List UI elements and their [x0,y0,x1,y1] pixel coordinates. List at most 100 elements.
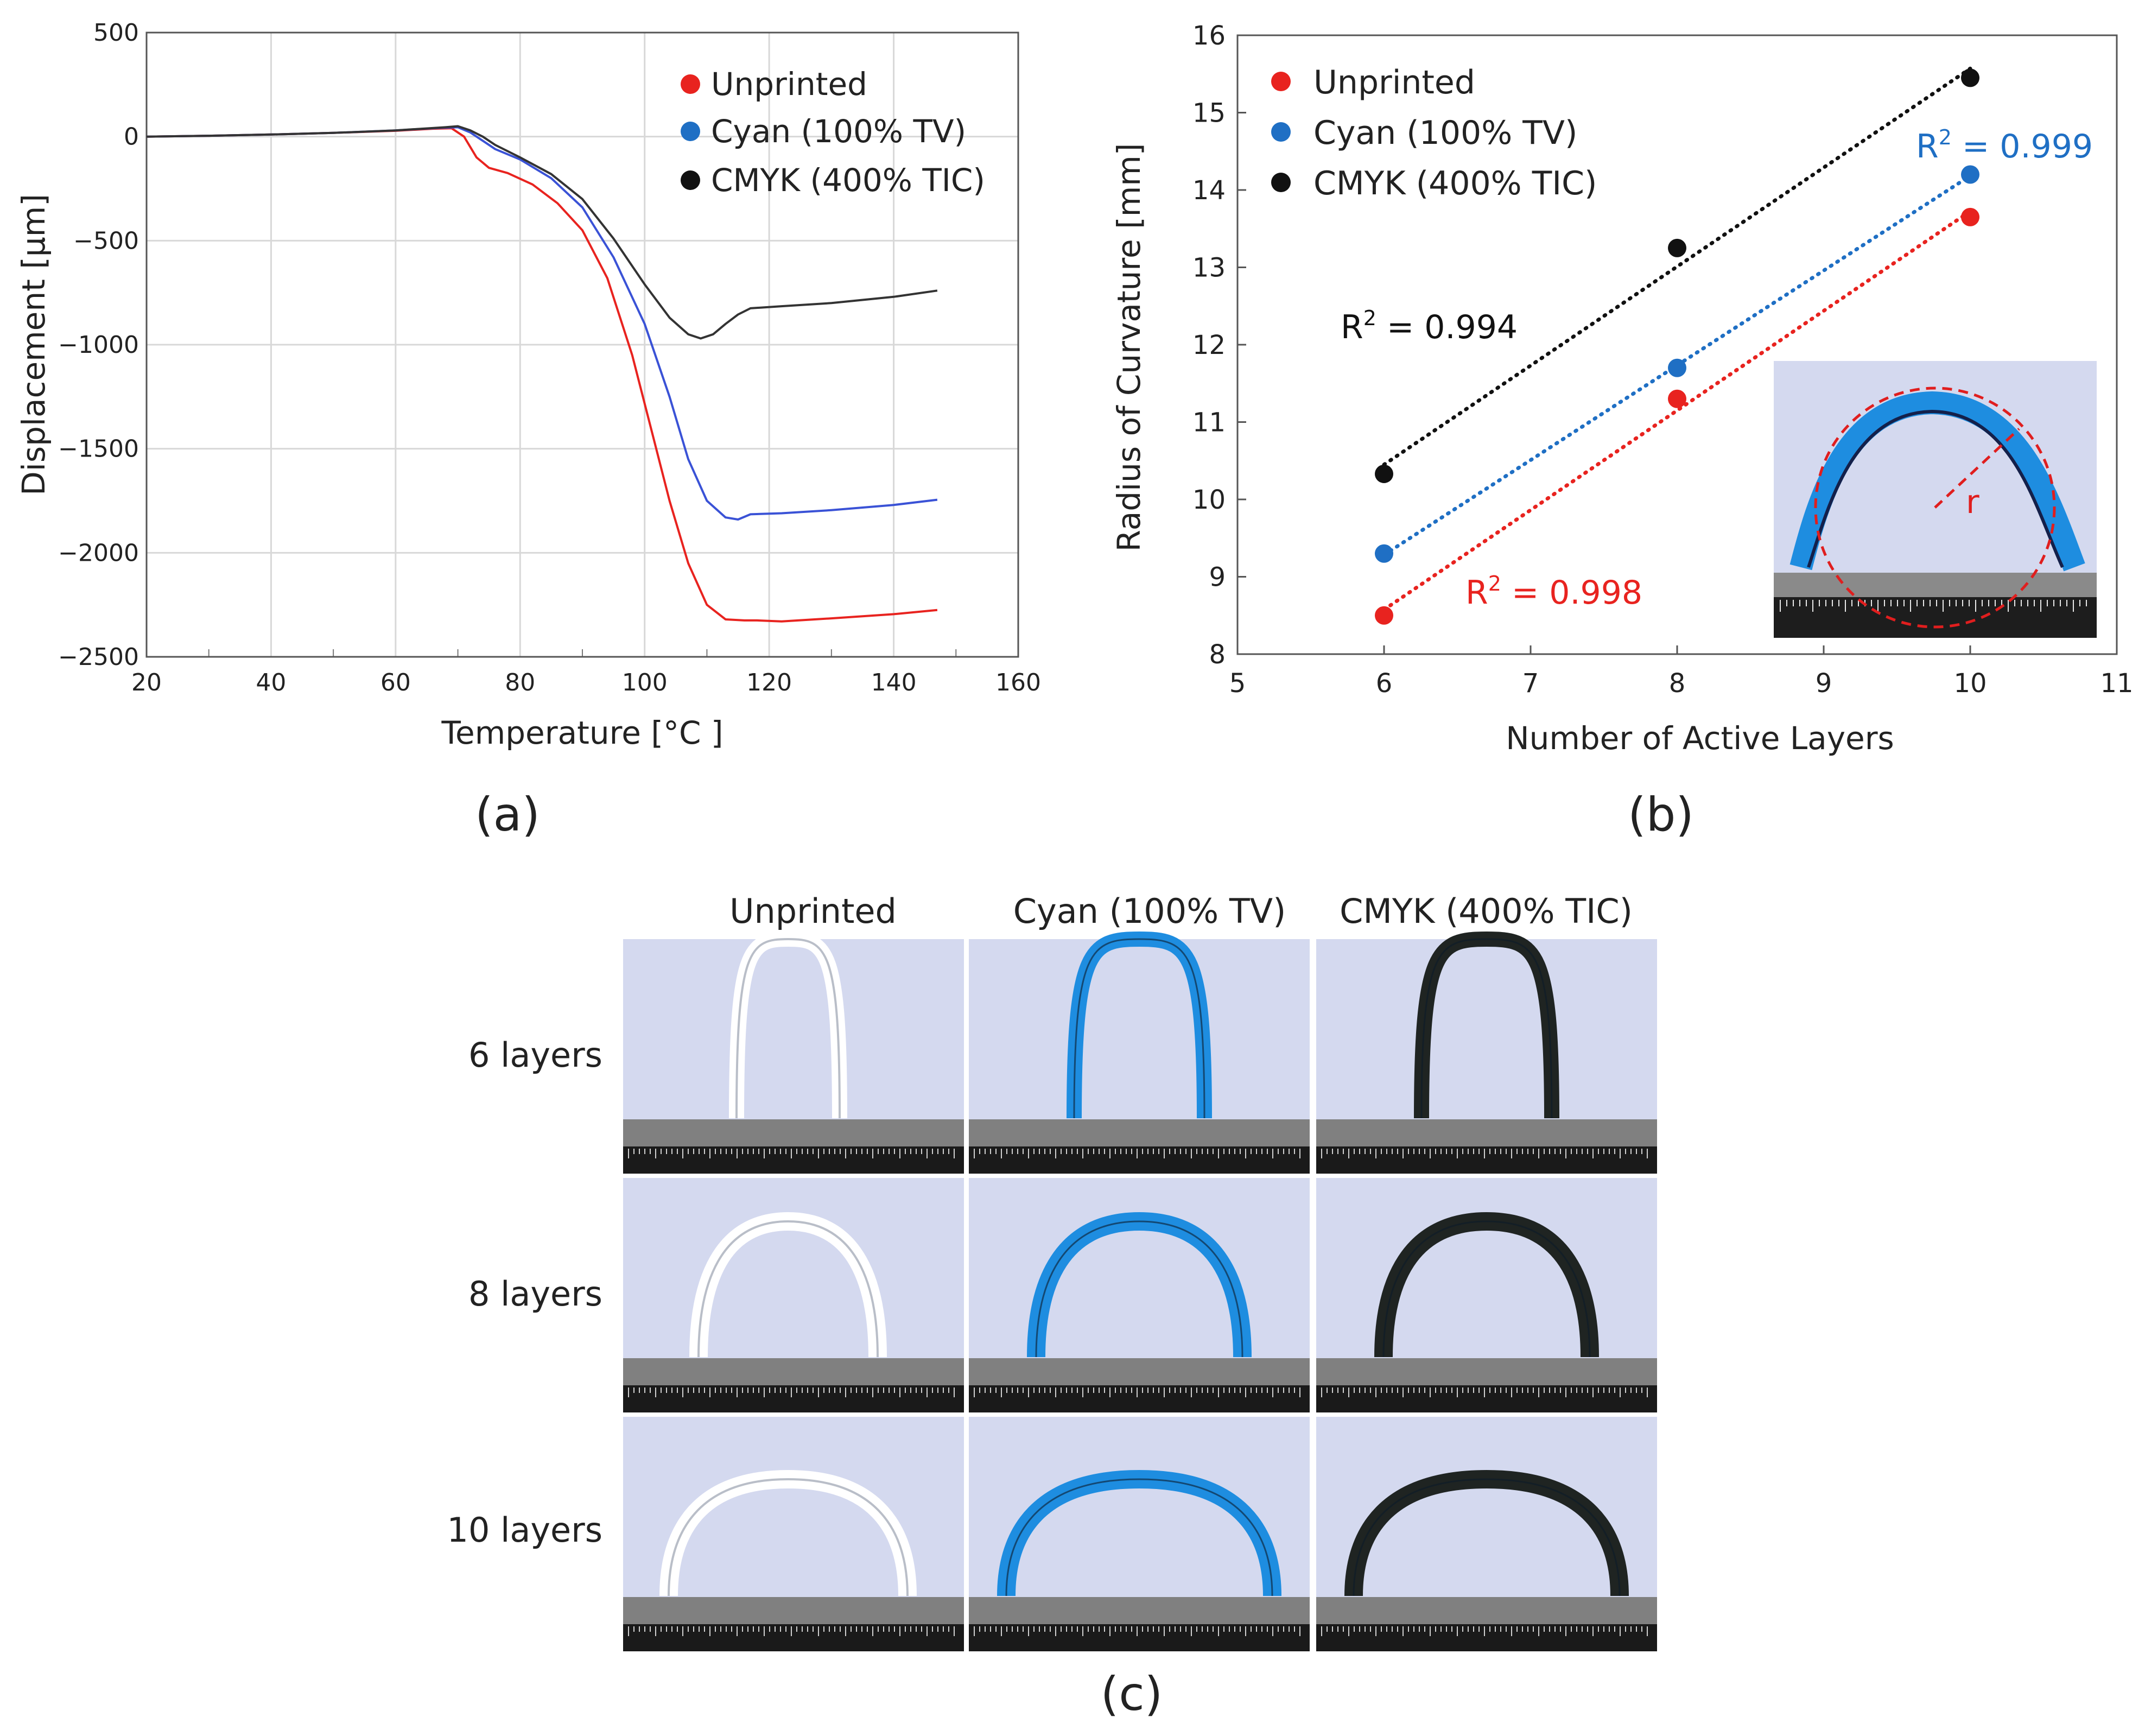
panel-c-label: (c) [1101,1667,1163,1721]
photo-ruler-scale [623,1385,964,1412]
x-tick-label: 140 [871,669,917,696]
actuator-edge [1005,1478,1273,1596]
y-tick-label: 12 [1192,330,1226,360]
r2-cyan-annotation: R2 = 0.999 [1916,125,2093,166]
r2-unprinted-annotation: R2 = 0.998 [1465,572,1642,612]
inset-fitted-circle [1814,387,2056,629]
series-line-unprinted [146,127,938,623]
photo-unprinted-row-2 [623,1178,964,1412]
inset-ruler-scale [1774,597,2097,638]
x-tick-label: 5 [1229,668,1246,699]
panel-b-label: (b) [1628,788,1694,842]
panel-b-x-axis-label: Number of Active Layers [1506,720,1894,757]
photo-row-label-6-layers: 6 layers [468,1035,602,1075]
photo-unprinted-row-3 [623,1417,964,1651]
x-tick-label: 20 [131,669,162,696]
y-tick-label: −2000 [58,539,139,567]
panel-b-inset-photo: r [1774,361,2097,638]
photo-cmyk-row-2 [1316,1178,1657,1412]
panel-a-line-chart: 20 40 60 80 100 120 140 160 500 0 −500 −1000 −1500 −2… [15,19,1041,842]
photo-cyan-row-3 [969,1417,1310,1651]
photo-cmyk-row-1 [1316,931,1657,1174]
actuator-edge [1382,1220,1591,1358]
photo-column-header-unprinted: Unprinted [729,891,897,931]
legend-a-cyan-marker [681,122,700,141]
legend-b-cmyk-label: CMYK (400% TIC) [1313,164,1597,202]
panel-b-tick-labels: 5 6 7 8 9 10 11 8 9 10 11 12 13 14 15 16 [1192,21,2134,699]
legend-a-cmyk-label: CMYK (400% TIC) [711,162,985,199]
photo-row-label-8-layers: 8 layers [468,1274,602,1314]
y-tick-label: −2500 [58,643,139,671]
actuator-outline [697,1220,879,1358]
y-tick-label: 14 [1192,175,1226,206]
panel-a-plot-frame [145,31,1019,658]
legend-b-cyan-label: Cyan (100% TV) [1313,114,1577,152]
legend-a-cyan-label: Cyan (100% TV) [711,113,966,150]
x-tick-label: 11 [2100,668,2133,699]
actuator-outline [735,937,841,1119]
actuator-edge [1353,1478,1621,1596]
data-point-unprinted [1961,207,1979,226]
y-tick-label: 10 [1192,485,1226,515]
actuator-edge [1420,938,1553,1119]
panel-a-y-axis-label: Displacement [μm] [15,194,52,496]
photo-row-label-10-layers: 10 layers [447,1510,602,1550]
y-tick-label: 13 [1192,253,1226,283]
photo-ruler-scale [969,1146,1310,1174]
photo-ruler-scale [623,1146,964,1174]
photo-cells [623,931,1657,1651]
data-point-cmyk [1961,68,1979,87]
panel-a-series-lines [146,125,938,623]
y-tick-label: 8 [1209,639,1226,670]
photo-ruler-scale [1316,1385,1657,1412]
actuator-outline [668,1478,909,1596]
x-tick-label: 40 [256,669,286,696]
x-tick-label: 120 [746,669,792,696]
y-tick-label: 0 [124,123,139,151]
data-point-cmyk [1668,238,1686,257]
x-tick-label: 60 [380,669,411,696]
panel-b-scatter-chart: 5 6 7 8 9 10 11 8 9 10 11 12 13 14 15 16 Number of Acti… [1110,21,2134,842]
actuator-edge [1035,1220,1243,1358]
photo-ruler-scale [969,1624,1310,1651]
legend-b-cmyk-marker [1271,173,1291,192]
panel-a-x-axis-label: Temperature [°C ] [441,714,723,751]
x-tick-label: 80 [505,669,535,696]
data-point-cyan [1961,165,1979,184]
photo-ruler-scale [969,1385,1310,1412]
photo-cyan-row-2 [969,1178,1310,1412]
data-point-unprinted [1375,606,1393,625]
photo-cmyk-row-3 [1316,1417,1657,1651]
panel-b-legend: Unprinted Cyan (100% TV) CMYK (400% TIC) [1271,64,1597,202]
panel-b-points [1375,68,1979,625]
legend-b-unprinted-marker [1271,72,1291,91]
panel-a-legend: Unprinted Cyan (100% TV) CMYK (400% TIC) [681,66,985,199]
photo-column-header-cyan: Cyan (100% TV) [1013,891,1286,931]
y-tick-label: −1500 [58,435,139,463]
legend-b-cyan-marker [1271,122,1291,142]
inset-radius-label: r [1966,483,1979,521]
photo-column-header-cmyk: CMYK (400% TIC) [1340,891,1633,931]
x-tick-label: 6 [1376,668,1393,699]
y-tick-label: 16 [1192,21,1226,51]
inset-radius-line [1934,428,2020,509]
x-tick-label: 8 [1669,668,1686,699]
photo-ruler-scale [1316,1624,1657,1651]
x-tick-label: 10 [1953,668,1987,699]
inset-cyan-actuator [1789,391,2085,572]
inset-ruler-ticks [1780,600,2087,612]
r2-cmyk-annotation: R2 = 0.994 [1341,306,1518,346]
panel-c-photo-grid: Unprinted Cyan (100% TV) CMYK (400% TIC)… [447,891,1657,1721]
legend-b-unprinted-label: Unprinted [1313,64,1475,102]
data-point-cmyk [1375,464,1393,483]
y-tick-label: −1000 [58,331,139,359]
panel-a-label: (a) [475,788,540,842]
legend-a-cmyk-marker [681,170,700,190]
y-tick-label: −500 [73,227,139,255]
y-tick-label: 11 [1192,408,1226,438]
panel-a-tick-labels: 20 40 60 80 100 120 140 160 500 0 −500 −1000 −1500 −2… [58,19,1041,696]
legend-a-unprinted-label: Unprinted [711,66,867,103]
panel-b-y-axis-label: Radius of Curvature [mm] [1110,143,1147,552]
actuator-edge [1073,938,1205,1119]
